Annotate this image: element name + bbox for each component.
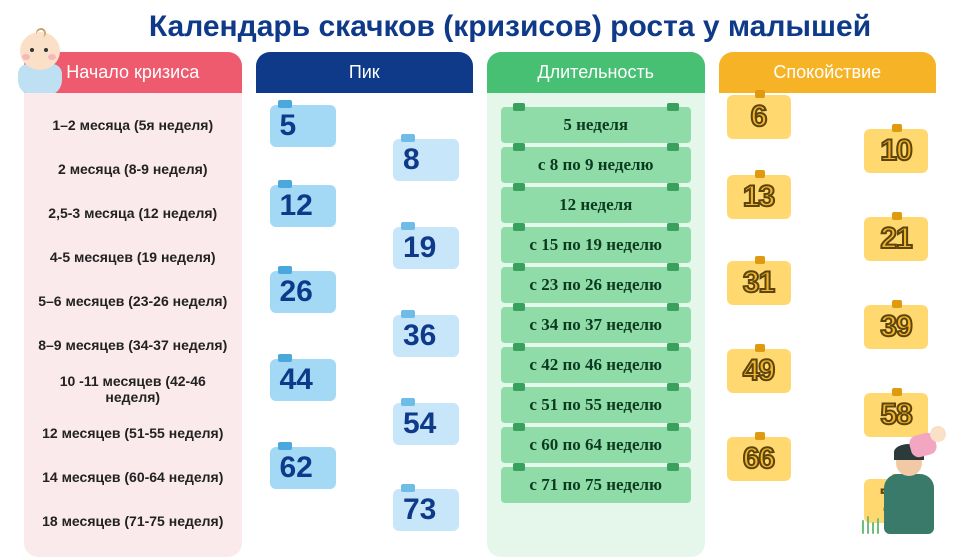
peak-card: 73: [393, 489, 459, 531]
start-row: 14 месяцев (60-64 неделя): [32, 455, 234, 499]
calm-card: 13: [727, 175, 791, 219]
duration-card: с 60 по 64 неделю: [501, 427, 691, 463]
duration-card: с 8 по 9 неделю: [501, 147, 691, 183]
calm-card: 21: [864, 217, 928, 261]
start-row: 8–9 месяцев (34-37 неделя): [32, 323, 234, 367]
header-peak: Пик: [256, 52, 474, 93]
start-row: 2,5-3 месяца (12 неделя): [32, 191, 234, 235]
duration-card: с 23 по 26 неделю: [501, 267, 691, 303]
duration-card: с 15 по 19 неделю: [501, 227, 691, 263]
duration-card: с 42 по 46 неделю: [501, 347, 691, 383]
peak-body: 5 8 12 19 26 36 44 54 62 73: [256, 93, 474, 557]
start-body: 1–2 месяца (5я неделя)2 месяца (8-9 неде…: [24, 93, 242, 557]
peak-card: 26: [270, 271, 336, 313]
peak-card: 5: [270, 105, 336, 147]
calm-card: 66: [727, 437, 791, 481]
calm-card: 6: [727, 95, 791, 139]
duration-card: с 71 по 75 неделю: [501, 467, 691, 503]
start-row: 5–6 месяцев (23-26 неделя): [32, 279, 234, 323]
calm-card: 49: [727, 349, 791, 393]
header-calm: Спокойствие: [719, 52, 937, 93]
duration-body: 5 неделя с 8 по 9 неделю 12 неделя с 15 по …: [487, 93, 705, 557]
start-row: 4-5 месяцев (19 неделя): [32, 235, 234, 279]
column-crisis-start: Начало кризиса 1–2 месяца (5я неделя)2 м…: [24, 52, 242, 557]
column-peak: Пик 5 8 12 19 26 36 44 54 62 73: [256, 52, 474, 557]
page-title: Календарь скачков (кризисов) роста у мал…: [0, 0, 960, 52]
peak-card: 8: [393, 139, 459, 181]
start-row: 1–2 месяца (5я неделя): [32, 103, 234, 147]
header-duration: Длительность: [487, 52, 705, 93]
duration-card: с 51 по 55 неделю: [501, 387, 691, 423]
calm-card: 31: [727, 261, 791, 305]
peak-card: 12: [270, 185, 336, 227]
peak-card: 54: [393, 403, 459, 445]
start-row: 10 -11 месяцев (42-46 неделя): [32, 367, 234, 411]
columns-container: Начало кризиса 1–2 месяца (5я неделя)2 м…: [0, 52, 960, 557]
peak-card: 19: [393, 227, 459, 269]
start-row: 2 месяца (8-9 неделя): [32, 147, 234, 191]
calm-card: 39: [864, 305, 928, 349]
start-row: 12 месяцев (51-55 неделя): [32, 411, 234, 455]
duration-card: 12 неделя: [501, 187, 691, 223]
peak-card: 62: [270, 447, 336, 489]
peak-card: 36: [393, 315, 459, 357]
peak-card: 44: [270, 359, 336, 401]
column-duration: Длительность 5 неделя с 8 по 9 неделю 12 н…: [487, 52, 705, 557]
duration-card: 5 неделя: [501, 107, 691, 143]
calm-card: 10: [864, 129, 928, 173]
start-row: 18 месяцев (71-75 неделя): [32, 499, 234, 543]
parent-child-icon: [860, 424, 950, 534]
duration-card: с 34 по 37 неделю: [501, 307, 691, 343]
